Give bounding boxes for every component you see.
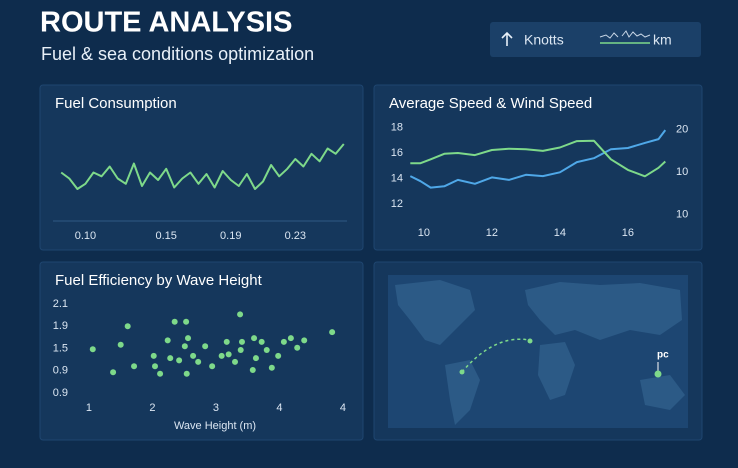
y2-tick-label: 10 <box>676 166 688 178</box>
chart-title: Fuel Consumption <box>55 95 177 112</box>
map-land <box>525 282 682 340</box>
point <box>183 318 190 325</box>
x-tick-label: 0.15 <box>155 230 176 242</box>
point <box>110 369 117 376</box>
legend-box <box>490 22 701 57</box>
x-tick-label: 3 <box>213 402 219 414</box>
marker-label: pc <box>657 350 669 361</box>
map-land <box>538 342 575 400</box>
point <box>251 335 258 342</box>
x-tick-label: 14 <box>554 227 566 239</box>
x-tick-label: 10 <box>418 227 430 239</box>
point <box>249 367 256 374</box>
point <box>190 352 197 359</box>
map-land <box>640 375 685 410</box>
point <box>258 338 265 345</box>
y-tick-label: 16 <box>391 147 403 159</box>
point <box>209 363 216 370</box>
point <box>124 323 131 330</box>
y-tick-label: 1.5 <box>53 342 68 354</box>
x-tick-label: 0.23 <box>285 230 306 242</box>
y2-tick-label: 10 <box>676 208 688 220</box>
map-land <box>395 280 475 345</box>
point <box>157 370 164 377</box>
page-title: ROUTE ANALYSIS <box>40 7 292 39</box>
point <box>218 352 225 359</box>
data-line <box>410 139 666 178</box>
panel <box>39 84 364 251</box>
point <box>280 338 287 345</box>
line-icon <box>599 30 651 39</box>
point <box>176 357 183 364</box>
y2-tick-label: 20 <box>676 124 688 136</box>
point <box>195 358 202 365</box>
route <box>461 338 531 373</box>
data-line <box>409 129 667 189</box>
x-tick-label: 0.19 <box>220 230 241 242</box>
route-point <box>527 338 533 344</box>
point <box>287 335 294 342</box>
y-tick-label: 2.1 <box>53 298 68 310</box>
point <box>167 355 174 362</box>
point <box>263 346 270 353</box>
point <box>294 344 301 351</box>
point <box>131 363 138 370</box>
y-tick-label: 14 <box>391 173 403 185</box>
x-tick-label: 4 <box>340 402 346 414</box>
y-tick-label: 12 <box>391 198 403 210</box>
chart-title: Fuel Efficiency by Wave Height <box>55 272 263 289</box>
point <box>117 341 124 348</box>
point <box>202 343 209 350</box>
arrow-icon <box>501 31 513 46</box>
x-tick-label: 4 <box>276 402 282 414</box>
x-axis-label: Wave Height (m) <box>174 420 256 432</box>
point <box>275 352 282 359</box>
point <box>164 337 171 344</box>
route-point <box>459 369 465 375</box>
data-line <box>60 143 345 190</box>
point <box>185 335 192 342</box>
point <box>171 318 178 325</box>
legend: Knotts km <box>490 22 701 57</box>
panel <box>373 84 703 251</box>
legend-label: Knotts <box>524 32 564 48</box>
page-subtitle: Fuel & sea conditions optimization <box>41 44 314 64</box>
x-tick-label: 16 <box>622 227 634 239</box>
x-tick-label: 1 <box>86 402 92 414</box>
point <box>237 346 244 353</box>
y-tick-label: 0.9 <box>53 387 68 399</box>
point <box>150 352 157 359</box>
point <box>329 329 336 336</box>
map-land <box>445 360 480 425</box>
point <box>225 351 232 358</box>
point <box>238 338 245 345</box>
point <box>232 358 238 365</box>
marker <box>654 370 662 378</box>
x-tick-label: 0.10 <box>75 230 96 242</box>
map: pc <box>388 275 688 428</box>
point <box>89 346 96 353</box>
legend-label: km <box>653 32 672 48</box>
x-tick-label: 12 <box>486 227 498 239</box>
chart-title: Average Speed & Wind Speed <box>389 95 592 112</box>
panel <box>39 261 364 441</box>
point <box>237 311 244 318</box>
y-tick-label: 1.9 <box>53 320 68 332</box>
x-tick-label: 2 <box>149 402 155 414</box>
point <box>181 343 188 350</box>
point <box>252 355 259 362</box>
y-tick-label: 18 <box>391 121 403 133</box>
point <box>268 364 275 371</box>
point <box>223 338 230 345</box>
point <box>152 363 158 370</box>
point <box>301 337 308 344</box>
y-tick-label: 0.9 <box>53 365 68 377</box>
point <box>183 370 190 377</box>
